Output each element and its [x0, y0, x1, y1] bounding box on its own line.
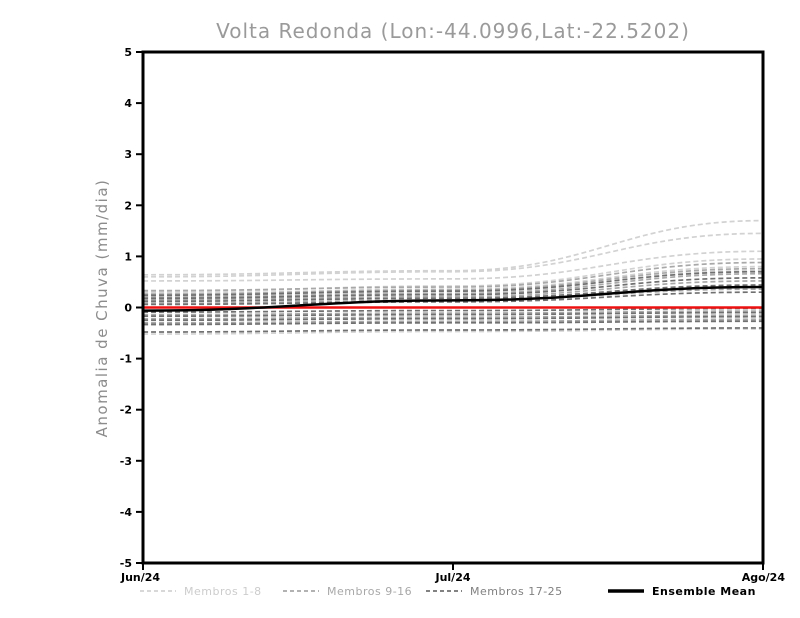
member-line — [142, 272, 764, 299]
member-line — [142, 310, 764, 316]
series-layer — [142, 219, 764, 335]
x-tick-label: Ago/24 — [742, 571, 786, 584]
y-tick-label: 1 — [124, 250, 132, 263]
member-line — [142, 232, 764, 278]
y-tick-label: 3 — [124, 148, 132, 161]
member-line — [142, 307, 764, 313]
member-line — [142, 291, 764, 306]
legend-item: Membros 17-25 — [426, 585, 563, 598]
member-line — [142, 261, 764, 292]
member-line — [142, 318, 764, 324]
legend-label: Membros 9-16 — [327, 585, 412, 598]
chart-title: Volta Redonda (Lon:-44.0996,Lat:-22.5202… — [216, 19, 690, 43]
y-tick-label: 0 — [124, 302, 132, 315]
legend-label: Ensemble Mean — [652, 585, 756, 598]
member-line — [142, 277, 764, 300]
member-line — [142, 280, 764, 301]
y-axis-ticks: 5 4 3 2 1 0 -1 -2 -3 -4 -5 — [120, 46, 143, 570]
member-line — [142, 328, 764, 335]
y-tick-label: -2 — [120, 404, 132, 417]
member-line — [142, 284, 764, 303]
legend-item: Membros 1-8 — [140, 585, 262, 598]
x-tick-label: Jun/24 — [120, 571, 160, 584]
y-tick-label: -1 — [120, 353, 132, 366]
member-line — [142, 327, 764, 333]
y-tick-label: -5 — [120, 557, 132, 570]
member-line — [142, 314, 764, 320]
member-line — [142, 315, 764, 322]
legend-label: Membros 1-8 — [184, 585, 262, 598]
legend-item: Membros 9-16 — [283, 585, 412, 598]
x-axis-ticks: Jun/24 Jul/24 Ago/24 — [120, 563, 785, 584]
y-tick-label: 2 — [124, 199, 132, 212]
member-line — [142, 250, 764, 282]
ensemble-mean-line — [142, 285, 764, 312]
member-line — [142, 311, 764, 318]
x-tick-label: Jul/24 — [434, 571, 470, 584]
member-line — [142, 270, 764, 297]
member-line — [142, 320, 764, 326]
legend-label: Membros 17-25 — [470, 585, 563, 598]
member-line — [142, 258, 764, 294]
y-tick-label: -4 — [120, 506, 133, 519]
member-line — [142, 288, 764, 305]
y-tick-label: 4 — [124, 97, 132, 110]
chart-legend: Membros 1-8 Membros 9-16 Membros 17-25 Ense… — [140, 585, 756, 598]
ensemble-mean-line — [142, 285, 764, 312]
y-axis-label: Anomalia de Chuva (mm/dia) — [93, 179, 111, 438]
member-line — [142, 219, 764, 276]
y-tick-label: -3 — [120, 455, 132, 468]
legend-item: Ensemble Mean — [608, 585, 756, 598]
y-tick-label: 5 — [124, 46, 132, 59]
member-line — [142, 267, 764, 296]
